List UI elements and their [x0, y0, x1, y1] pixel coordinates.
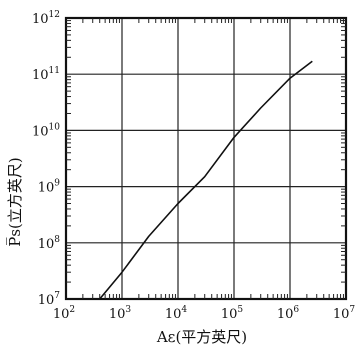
x-tick-label: 105 [221, 305, 244, 322]
x-tick-labels: 102 103 104 105 106 107 [53, 305, 356, 322]
x-axis-title: Aε(平方英尺) [156, 328, 247, 346]
y-tick-label: 108 [38, 235, 61, 252]
x-tick-label: 102 [53, 305, 75, 322]
y-tick-label: 1012 [32, 10, 60, 27]
grid [65, 17, 347, 300]
x-tick-label: 106 [277, 305, 300, 322]
series-layer [99, 60, 313, 300]
y-tick-label: 107 [38, 291, 61, 308]
x-tick-label: 104 [165, 305, 188, 322]
y-tick-labels: 107 108 109 1010 1011 1012 [32, 10, 60, 308]
y-axis-title: P̅s(立方英尺) [5, 157, 24, 247]
y-tick-label: 1010 [32, 122, 60, 139]
minor-ticks [66, 18, 346, 299]
series-line-0 [99, 60, 313, 300]
y-tick-label: 1011 [32, 66, 60, 83]
y-tick-label: 109 [38, 179, 61, 196]
x-tick-label: 103 [109, 305, 132, 322]
x-tick-label: 107 [333, 305, 356, 322]
plot-frame [64, 16, 348, 301]
